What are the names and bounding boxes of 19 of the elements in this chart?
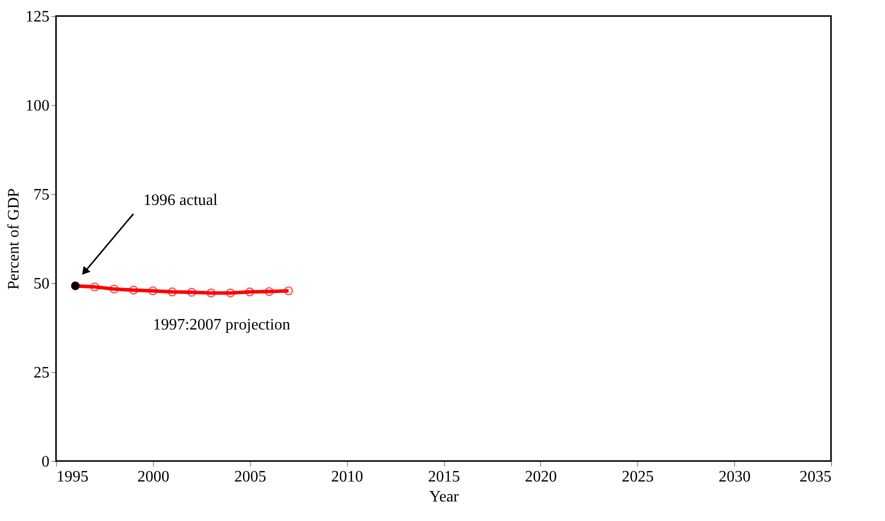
x-tick-label: 2010: [331, 468, 364, 486]
annotation: 1996 actual: [143, 192, 218, 209]
y-tick-label: 75: [34, 186, 50, 204]
y-tick-label: 100: [26, 98, 50, 114]
x-tick-label: 2030: [718, 468, 751, 486]
x-tick-label: 2020: [524, 468, 557, 486]
annotation: 1997:2007 projection: [152, 316, 290, 334]
y-tick-label: 25: [34, 364, 50, 382]
x-tick-label: 2035: [800, 468, 832, 486]
x-tick-label: 1995: [56, 468, 88, 486]
y-tick-label: 50: [34, 276, 50, 292]
y-tick-label: 125: [26, 8, 50, 26]
x-tick-label: 2015: [428, 468, 460, 486]
x-tick-label: 2025: [622, 468, 654, 486]
y-tick-label: 0: [42, 454, 50, 470]
x-tick-label: 2005: [234, 468, 266, 486]
x-axis-title: Year: [429, 488, 460, 506]
x-tick-label: 2000: [137, 468, 170, 486]
y-axis-title: Percent of GDP: [6, 188, 22, 290]
